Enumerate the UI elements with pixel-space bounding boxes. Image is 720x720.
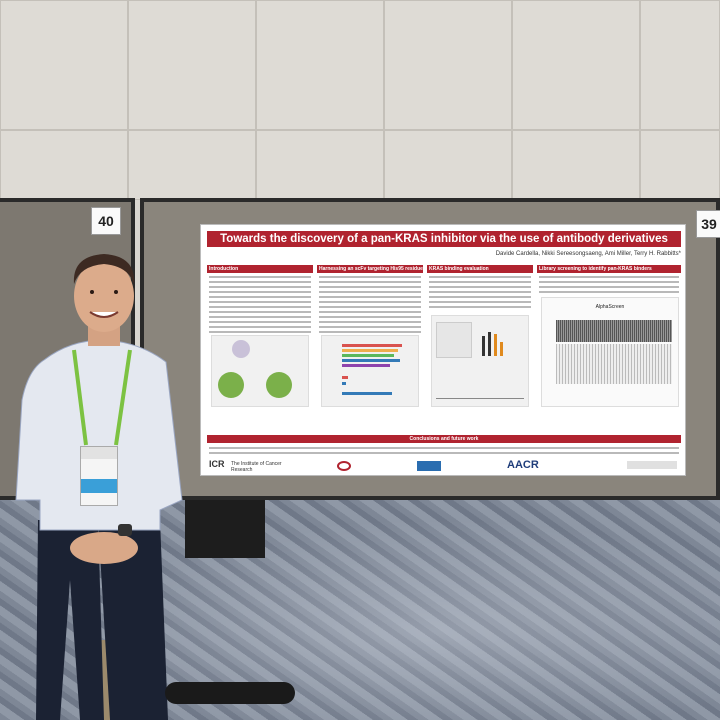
icr-logo-text: The Institute of Cancer Research <box>231 461 282 473</box>
poster-section-binding: KRAS binding evaluation <box>427 265 533 431</box>
poster-section-scfv: Harnessing an scFv targeting His95 resid… <box>317 265 423 431</box>
protein-structure-icon <box>266 372 292 398</box>
badge-stripe <box>81 479 117 493</box>
section-heading: KRAS binding evaluation <box>427 265 533 273</box>
wall-panel <box>128 130 256 200</box>
research-poster: Towards the discovery of a pan-KRAS inhi… <box>200 224 686 476</box>
wall-panel <box>512 0 640 130</box>
protein-structure-icon <box>232 340 250 358</box>
icr-logo: ICR <box>209 459 225 469</box>
sponsor-logo-icon <box>337 461 351 471</box>
name-badge <box>80 446 118 506</box>
figure-title: AlphaScreen <box>595 304 625 310</box>
wall-panel <box>0 130 128 200</box>
wall-panel <box>0 0 128 130</box>
poster-footer: ICR The Institute of Cancer Research AAC… <box>207 459 681 473</box>
conclusions-text <box>207 445 681 455</box>
figure-structures <box>211 335 309 407</box>
scatter-noise <box>556 344 672 384</box>
wall-panel <box>384 130 512 200</box>
poster-section-screening: Library screening to identify pan-KRAS b… <box>537 265 681 431</box>
section-heading: Introduction <box>207 265 313 273</box>
wall-panel <box>640 0 720 130</box>
protein-structure-icon <box>218 372 244 398</box>
figure-alphascreen: AlphaScreen <box>541 297 679 407</box>
poster-authors: Davide Cardella, Nikki Sereesongsaeng, A… <box>495 251 681 257</box>
figure-bar-chart <box>321 335 419 407</box>
badge-header <box>81 447 117 459</box>
sponsor-logo-icon <box>417 461 441 471</box>
wall-panel <box>128 0 256 130</box>
wall-panel <box>256 0 384 130</box>
section-heading: Harnessing an scFv targeting His95 resid… <box>317 265 423 273</box>
aacr-logo: AACR <box>507 459 539 471</box>
figure-binding-assays <box>431 315 529 407</box>
section-heading: Library screening to identify pan-KRAS b… <box>537 265 681 273</box>
board-stand <box>185 500 265 558</box>
western-blot <box>436 322 472 358</box>
affiliation-strip <box>627 461 677 469</box>
binding-curve <box>436 374 524 399</box>
poster-title: Towards the discovery of a pan-KRAS inhi… <box>207 231 681 247</box>
wall-panel <box>512 130 640 200</box>
wall-panel <box>640 130 720 200</box>
tube-bag <box>165 682 295 704</box>
booth-number-right: 39 <box>696 210 720 238</box>
conclusions-heading: Conclusions and future work <box>207 435 681 443</box>
booth-number-left: 40 <box>91 207 121 235</box>
wall-panel <box>256 130 384 200</box>
scatter-band <box>556 320 672 342</box>
wall-panel <box>384 0 512 130</box>
poster-section-intro: Introduction <box>207 265 313 431</box>
